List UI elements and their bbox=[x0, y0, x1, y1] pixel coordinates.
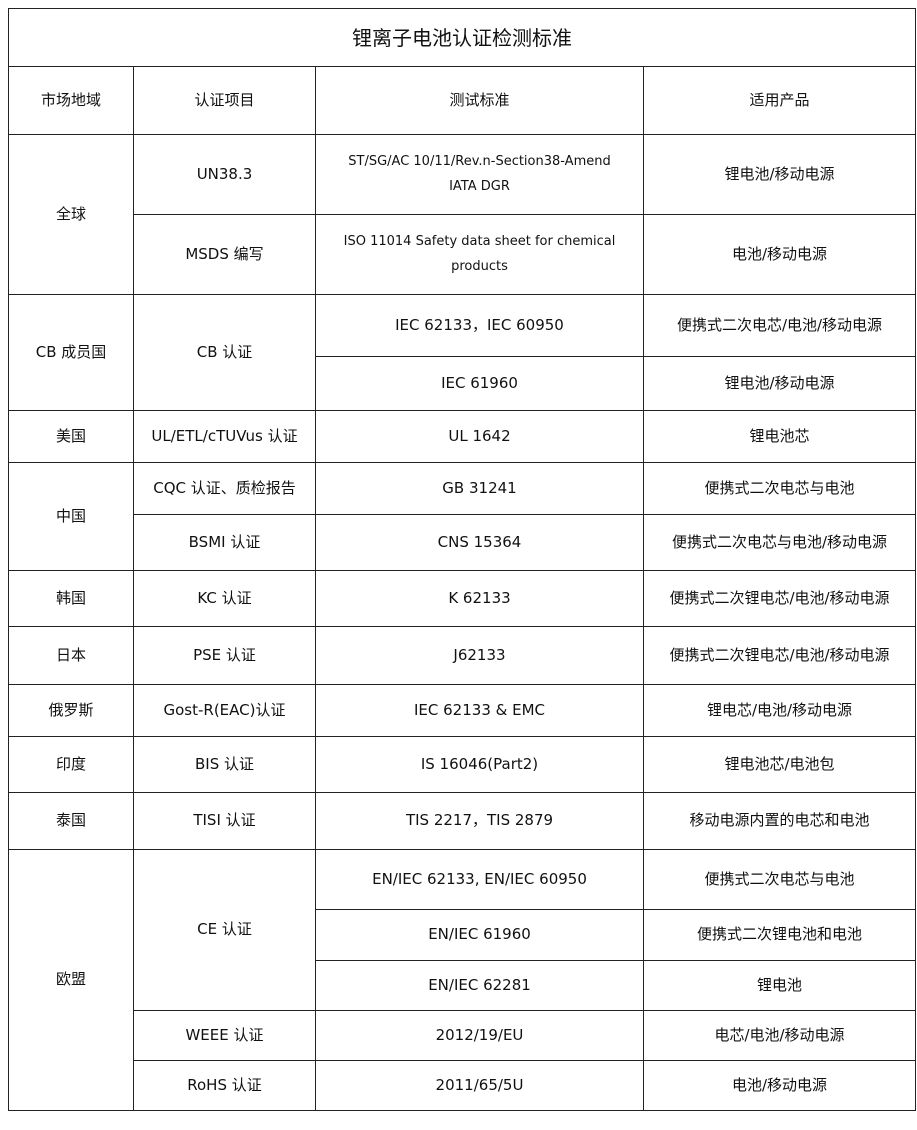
standard-cell: J62133 bbox=[315, 626, 644, 685]
standard-cell: TIS 2217，TIS 2879 bbox=[315, 792, 644, 850]
certification-cell: BSMI 认证 bbox=[133, 514, 316, 571]
standard-cell: IEC 62133 & EMC bbox=[315, 684, 644, 737]
product-cell: 电池/移动电源 bbox=[643, 214, 916, 295]
table-row: BSMI 认证 CNS 15364 便携式二次电芯与电池/移动电源 bbox=[9, 514, 916, 571]
product-cell: 电芯/电池/移动电源 bbox=[643, 1010, 916, 1061]
standard-cell: K 62133 bbox=[315, 570, 644, 627]
table-row: 俄罗斯 Gost-R(EAC)认证 IEC 62133 & EMC 锂电芯/电池/移动… bbox=[8, 684, 916, 737]
standard-cell: IEC 61960 bbox=[315, 356, 644, 411]
header-standard: 测试标准 bbox=[315, 66, 644, 135]
product-cell: 便携式二次锂电芯/电池/移动电源 bbox=[643, 626, 916, 685]
region-cell: 泰国 bbox=[8, 792, 134, 850]
table-row: MSDS 编写 ISO 11014 Safety data sheet for c… bbox=[9, 214, 916, 295]
region-cell: 韩国 bbox=[8, 570, 134, 627]
certification-cell: PSE 认证 bbox=[133, 626, 316, 685]
certification-cell: UL/ETL/cTUVus 认证 bbox=[133, 410, 316, 463]
region-cell: 全球 bbox=[8, 134, 134, 295]
product-cell: 电池/移动电源 bbox=[643, 1060, 916, 1111]
product-cell: 锂电池芯 bbox=[643, 410, 916, 463]
table-title: 锂离子电池认证检测标准 bbox=[8, 8, 916, 67]
product-cell: 锂电池 bbox=[643, 960, 916, 1011]
header-certification: 认证项目 bbox=[133, 66, 316, 135]
standard-cell: 2011/65/5U bbox=[315, 1060, 644, 1111]
region-cell: 印度 bbox=[8, 736, 134, 793]
region-cell: 中国 bbox=[8, 462, 134, 571]
region-cell: 欧盟 bbox=[8, 849, 134, 1111]
header-row: 市场地域 认证项目 测试标准 适用产品 bbox=[8, 66, 916, 135]
product-cell: 便携式二次锂电池和电池 bbox=[643, 909, 916, 961]
certification-cell: MSDS 编写 bbox=[133, 214, 316, 295]
table-row: IEC 61960 锂电池/移动电源 bbox=[9, 356, 916, 411]
standard-cell: ISO 11014 Safety data sheet for chemical… bbox=[315, 214, 644, 295]
standard-cell: GB 31241 bbox=[315, 462, 644, 515]
table-row: 美国 UL/ETL/cTUVus 认证 UL 1642 锂电池芯 bbox=[8, 410, 916, 463]
standard-cell: ST/SG/AC 10/11/Rev.n-Section38-Amend IATA… bbox=[315, 134, 644, 215]
product-cell: 便携式二次电芯与电池 bbox=[643, 849, 916, 910]
table-row: 全球 UN38.3 ST/SG/AC 10/11/Rev.n-Section38-A… bbox=[8, 134, 916, 295]
standard-cell: EN/IEC 61960 bbox=[315, 909, 644, 961]
product-cell: 便携式二次电芯与电池 bbox=[643, 462, 916, 515]
table-row: RoHS 认证 2011/65/5U 电池/移动电源 bbox=[9, 1060, 916, 1111]
header-region: 市场地域 bbox=[8, 66, 134, 135]
product-cell: 锂电芯/电池/移动电源 bbox=[643, 684, 916, 737]
certification-cell: UN38.3 bbox=[133, 134, 316, 215]
product-cell: 锂电池/移动电源 bbox=[643, 356, 916, 411]
certification-cell: CE 认证 bbox=[133, 849, 316, 1011]
table-row: 欧盟 CE 认证 EN/IEC 62133, EN/IEC 60950 便携式二次电芯… bbox=[8, 849, 916, 1111]
certification-cell: CB 认证 bbox=[133, 294, 316, 411]
table-row: CB 成员国 CB 认证 IEC 62133，IEC 60950 便携式二次电芯/电池… bbox=[8, 294, 916, 411]
region-cell: 俄罗斯 bbox=[8, 684, 134, 737]
product-cell: 便携式二次电芯与电池/移动电源 bbox=[643, 514, 916, 571]
standard-cell: EN/IEC 62281 bbox=[315, 960, 644, 1011]
region-cell: 美国 bbox=[8, 410, 134, 463]
table-row: EN/IEC 62281 锂电池 bbox=[9, 960, 916, 1011]
table-row: WEEE 认证 2012/19/EU 电芯/电池/移动电源 bbox=[9, 1010, 916, 1061]
region-cell: CB 成员国 bbox=[8, 294, 134, 411]
table-row: 日本 PSE 认证 J62133 便携式二次锂电芯/电池/移动电源 bbox=[8, 626, 916, 685]
certification-cell: Gost-R(EAC)认证 bbox=[133, 684, 316, 737]
product-cell: 便携式二次电芯/电池/移动电源 bbox=[643, 294, 916, 357]
table-row: 印度 BIS 认证 IS 16046(Part2) 锂电池芯/电池包 bbox=[8, 736, 916, 793]
standard-cell: 2012/19/EU bbox=[315, 1010, 644, 1061]
standard-cell: IS 16046(Part2) bbox=[315, 736, 644, 793]
product-cell: 锂电池芯/电池包 bbox=[643, 736, 916, 793]
standard-cell: CNS 15364 bbox=[315, 514, 644, 571]
region-cell: 日本 bbox=[8, 626, 134, 685]
standard-cell: EN/IEC 62133, EN/IEC 60950 bbox=[315, 849, 644, 910]
title-row: 锂离子电池认证检测标准 bbox=[8, 8, 916, 67]
table-row: 韩国 KC 认证 K 62133 便携式二次锂电芯/电池/移动电源 bbox=[8, 570, 916, 627]
certification-cell: CQC 认证、质检报告 bbox=[133, 462, 316, 515]
product-cell: 便携式二次锂电芯/电池/移动电源 bbox=[643, 570, 916, 627]
certification-table: 锂离子电池认证检测标准 市场地域 认证项目 测试标准 适用产品 全球 UN38.3… bbox=[8, 8, 916, 1111]
table-row: EN/IEC 61960 便携式二次锂电池和电池 bbox=[9, 909, 916, 961]
table-row: 泰国 TISI 认证 TIS 2217，TIS 2879 移动电源内置的电芯和电池 bbox=[8, 792, 916, 850]
product-cell: 锂电池/移动电源 bbox=[643, 134, 916, 215]
standard-cell: IEC 62133，IEC 60950 bbox=[315, 294, 644, 357]
table-row: 中国 CQC 认证、质检报告 GB 31241 便携式二次电芯与电池 bbox=[8, 462, 916, 571]
certification-cell: KC 认证 bbox=[133, 570, 316, 627]
certification-cell: RoHS 认证 bbox=[133, 1060, 316, 1111]
certification-cell: TISI 认证 bbox=[133, 792, 316, 850]
product-cell: 移动电源内置的电芯和电池 bbox=[643, 792, 916, 850]
header-product: 适用产品 bbox=[643, 66, 916, 135]
certification-cell: WEEE 认证 bbox=[133, 1010, 316, 1061]
standard-cell: UL 1642 bbox=[315, 410, 644, 463]
certification-cell: BIS 认证 bbox=[133, 736, 316, 793]
